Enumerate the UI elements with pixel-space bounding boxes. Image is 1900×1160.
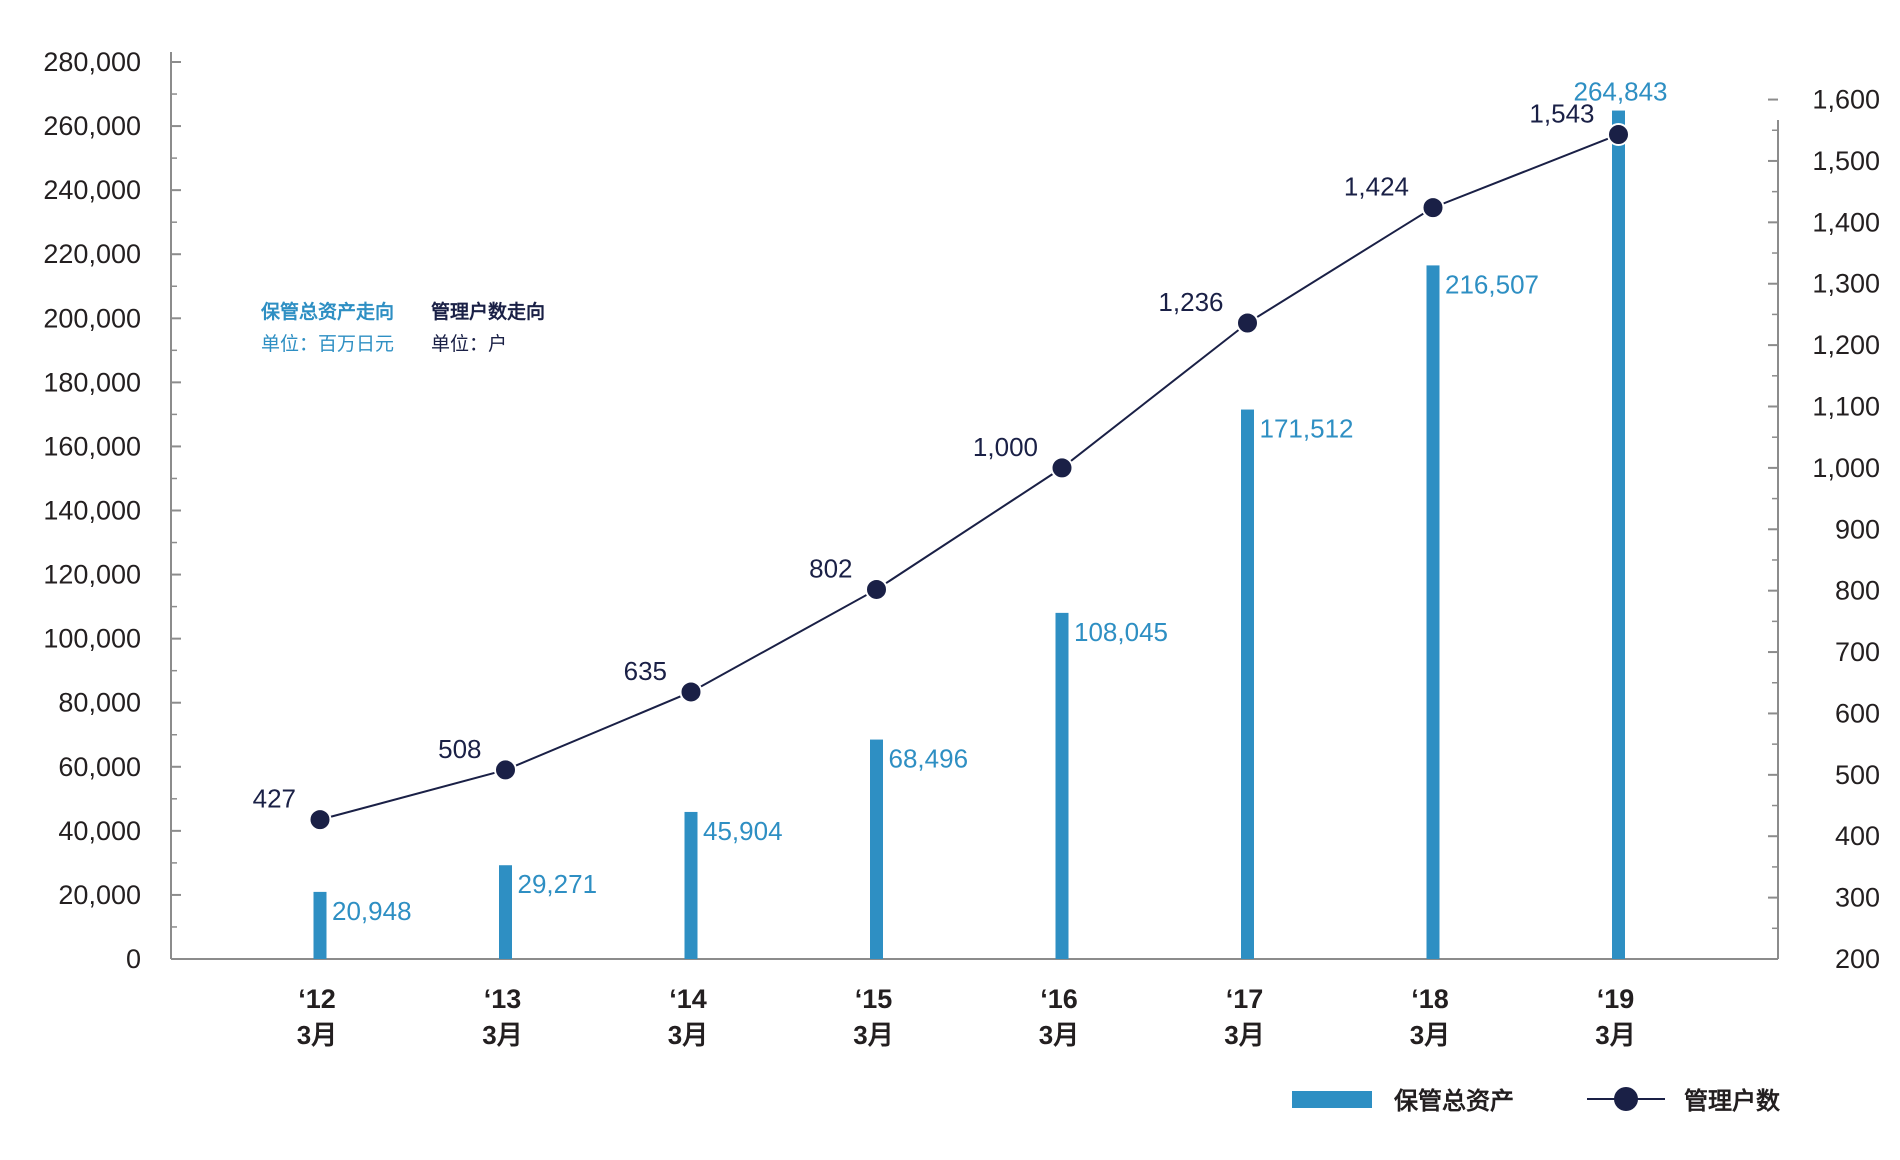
bar-value-label: 20,948 (332, 896, 412, 926)
y-left-tick-label: 280,000 (43, 47, 141, 77)
x-tick-label-year: ‘17 (1226, 984, 1264, 1014)
x-tick-label-month: 3月 (297, 1020, 337, 1050)
legend-bar-label: 保管总资产 (1393, 1087, 1514, 1115)
y-left-tick-label: 60,000 (58, 752, 141, 782)
bar (499, 865, 512, 959)
x-tick-label-month: 3月 (1224, 1020, 1264, 1050)
x-tick-label-month: 3月 (1595, 1020, 1635, 1050)
legend: 保管总资产 管理户数 (1292, 1087, 1781, 1115)
y-left-tick-label: 20,000 (58, 880, 141, 910)
y-left-tick-label: 0 (126, 944, 141, 974)
y-left-tick-label: 160,000 (43, 431, 141, 461)
line-point (679, 680, 703, 704)
y-right-tick-label: 400 (1835, 821, 1880, 851)
y-right-tick-label: 700 (1835, 637, 1880, 667)
x-tick-label-month: 3月 (1039, 1020, 1079, 1050)
y-right-tick-label: 300 (1835, 883, 1880, 913)
line-point-label: 1,000 (973, 432, 1038, 462)
legend-bar-swatch (1292, 1091, 1372, 1108)
x-tick-label-year: ‘15 (855, 984, 893, 1014)
y-left-tick-label: 200,000 (43, 303, 141, 333)
bar-value-label: 108,045 (1074, 617, 1168, 647)
line-series-path (319, 133, 1619, 821)
line-series-group (308, 123, 1630, 832)
y-right-tick-label: 600 (1835, 698, 1880, 728)
bar-value-label: 29,271 (518, 869, 598, 899)
line-point (1421, 196, 1445, 220)
y-left-tick-label: 40,000 (58, 816, 141, 846)
x-tick-label-month: 3月 (1410, 1020, 1450, 1050)
bar (313, 891, 327, 959)
line-point (865, 577, 888, 601)
bar-value-label: 68,496 (889, 744, 969, 774)
line-point (308, 808, 332, 832)
line-point-label: 427 (253, 784, 296, 814)
y-left-tick-label: 260,000 (43, 111, 141, 141)
y-left-tick-label: 80,000 (58, 688, 141, 718)
x-tick-label-month: 3月 (668, 1020, 708, 1050)
x-tick-label-month: 3月 (482, 1020, 522, 1050)
bar (1426, 265, 1440, 959)
line-point-label: 1,236 (1158, 287, 1223, 317)
x-tick-label-year: ‘12 (298, 984, 336, 1014)
y-right-tick-label: 1,600 (1812, 85, 1880, 115)
line-series-note-title: 管理户数走向 (431, 300, 545, 323)
y-right-tick-label: 1,100 (1812, 392, 1880, 422)
data-labels-group: 20,948 29,271 45,904 68,496 108,045 171,512 21… (253, 77, 1668, 926)
y-right-tick-label: 1,300 (1812, 269, 1880, 299)
unit-notes: 保管总资产走向 单位：百万日元 管理户数走向 单位：户 (260, 300, 545, 355)
y-right-tick-label: 500 (1835, 760, 1880, 790)
y-left-tick-label: 140,000 (43, 496, 141, 526)
x-tick-label-year: ‘19 (1597, 984, 1635, 1014)
line-point-label: 1,424 (1344, 172, 1409, 202)
bar-value-label: 171,512 (1260, 414, 1354, 444)
line-point-label: 802 (809, 553, 852, 583)
y-right-tick-label: 200 (1835, 944, 1880, 974)
x-axis-labels: ‘12 3月 ‘13 3月 ‘14 3月 ‘15 3月 ‘16 3月 ‘17 3月 ‘18 3月 ‘19 3月 (297, 984, 1636, 1050)
y-right-tick-label: 1,000 (1812, 453, 1880, 483)
bars-group (313, 110, 1625, 960)
line-point (494, 758, 517, 782)
axes: 0 20,000 40,000 60,000 80,000 100,000 120,000 1… (43, 47, 1880, 974)
bar (870, 739, 883, 959)
line-series-note-unit: 单位：户 (431, 333, 507, 355)
bar-value-label: 216,507 (1445, 269, 1539, 299)
y-right-tick-label: 1,200 (1812, 330, 1880, 360)
y-left-tick-label: 240,000 (43, 175, 141, 205)
line-point-label: 508 (438, 734, 481, 764)
line-point-label: 1,543 (1529, 99, 1594, 129)
bar (684, 811, 698, 959)
y-right-tick-label: 900 (1835, 514, 1880, 544)
y-left-tick-label: 120,000 (43, 560, 141, 590)
y-right-tick-label: 800 (1835, 576, 1880, 606)
bar-series-note-unit: 单位：百万日元 (261, 333, 394, 355)
bar (1241, 409, 1254, 959)
x-tick-label-year: ‘16 (1040, 984, 1078, 1014)
legend-line-marker (1614, 1087, 1638, 1111)
x-tick-label-year: ‘18 (1411, 984, 1449, 1014)
bar-value-label: 264,843 (1574, 77, 1668, 107)
x-tick-label-year: ‘14 (669, 984, 707, 1014)
y-left-tick-label: 220,000 (43, 239, 141, 269)
legend-line-label: 管理户数 (1684, 1087, 1781, 1115)
y-right-tick-label: 1,400 (1812, 207, 1880, 237)
y-right-tick-label: 1,500 (1812, 146, 1880, 176)
y-left-tick-label: 100,000 (43, 624, 141, 654)
line-point (1607, 123, 1630, 147)
bar (1612, 110, 1625, 960)
x-tick-label-month: 3月 (853, 1020, 893, 1050)
bar-series-note-title: 保管总资产走向 (260, 300, 394, 323)
x-tick-label-year: ‘13 (484, 984, 522, 1014)
line-point (1236, 311, 1259, 335)
bar (1055, 612, 1069, 959)
y-left-tick-label: 180,000 (43, 367, 141, 397)
line-point (1050, 456, 1074, 480)
bar-value-label: 45,904 (703, 816, 783, 846)
line-point-label: 635 (624, 656, 667, 686)
